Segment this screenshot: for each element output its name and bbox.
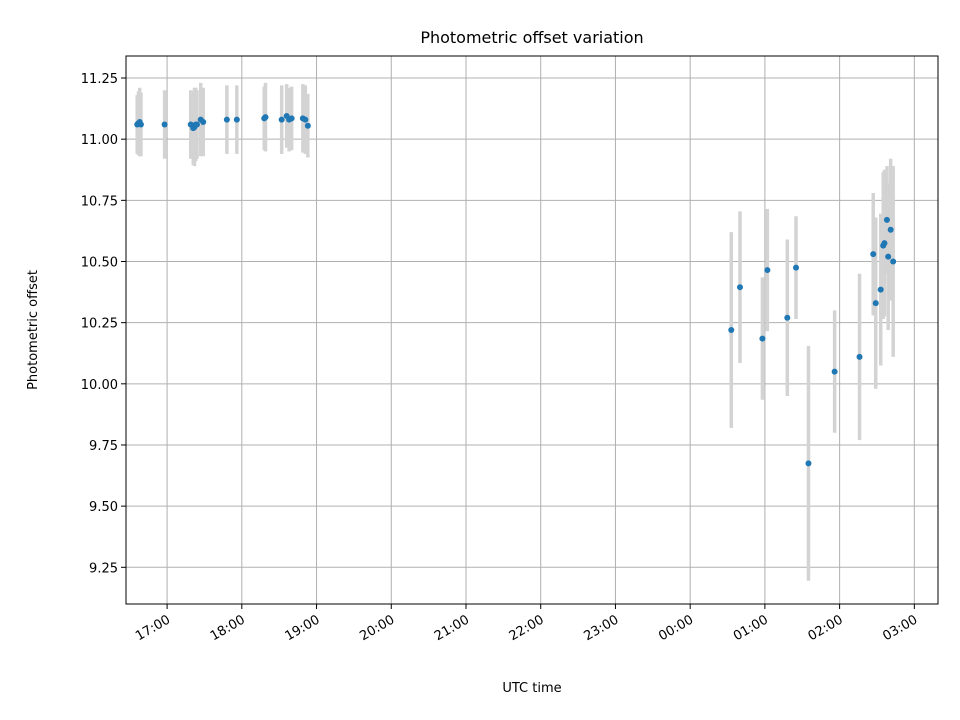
data-points [134, 112, 897, 467]
data-point [233, 116, 240, 123]
x-tick-label: 18:00 [208, 612, 248, 644]
y-tick-label: 10.25 [81, 317, 118, 332]
chart-title: Photometric offset variation [420, 28, 643, 47]
x-tick-label: 20:00 [357, 612, 397, 644]
data-point [881, 240, 888, 247]
data-point [872, 300, 879, 307]
x-tick-label: 21:00 [432, 612, 472, 644]
x-tick-label: 03:00 [880, 612, 920, 644]
data-point [877, 286, 884, 293]
data-point [784, 314, 791, 321]
y-axis-ticks: 9.25 9.50 9.75 10.00 10.25 10.50 10.75 11.00 11.… [81, 72, 126, 576]
x-tick-label: 17:00 [133, 612, 173, 644]
data-point [728, 327, 735, 333]
data-point [890, 258, 897, 265]
data-point [736, 284, 743, 291]
data-point [223, 116, 230, 123]
data-point [304, 122, 311, 129]
x-tick-label: 19:00 [283, 612, 323, 644]
y-tick-label: 10.75 [81, 194, 118, 209]
data-point [805, 460, 812, 467]
x-tick-label: 01:00 [731, 612, 771, 644]
x-tick-label: 02:00 [806, 612, 846, 644]
data-point [288, 115, 295, 122]
data-point [278, 116, 285, 123]
data-point [137, 121, 144, 128]
data-point [302, 116, 309, 123]
x-tick-label: 00:00 [656, 612, 696, 644]
y-tick-label: 10.00 [81, 378, 118, 393]
x-axis-label: UTC time [502, 681, 561, 696]
y-tick-label: 11.25 [81, 72, 118, 87]
data-point [885, 253, 892, 260]
data-point [831, 368, 838, 375]
data-point [759, 335, 766, 342]
x-tick-label: 23:00 [581, 612, 621, 644]
y-tick-label: 10.50 [81, 256, 118, 271]
y-axis-label: Photometric offset [26, 270, 41, 390]
data-point [764, 267, 771, 274]
grid-lines [126, 56, 938, 604]
y-tick-label: 9.50 [89, 500, 118, 515]
plot-frame [125, 55, 939, 605]
y-tick-label: 9.25 [89, 561, 118, 576]
data-point [262, 114, 269, 121]
data-point [883, 216, 890, 223]
x-tick-label: 22:00 [507, 612, 547, 644]
data-point [793, 264, 800, 271]
plot-background [126, 56, 938, 604]
y-tick-label: 11.00 [81, 133, 118, 148]
data-point [870, 251, 877, 258]
y-tick-label: 9.75 [89, 439, 118, 454]
x-axis-ticks: 17:00 18:00 19:00 20:00 21:00 22:00 23:00 00:00… [133, 604, 920, 644]
data-point [200, 119, 207, 126]
data-point [856, 353, 863, 360]
data-point [161, 121, 168, 128]
data-point [887, 226, 894, 233]
data-point [193, 121, 200, 128]
